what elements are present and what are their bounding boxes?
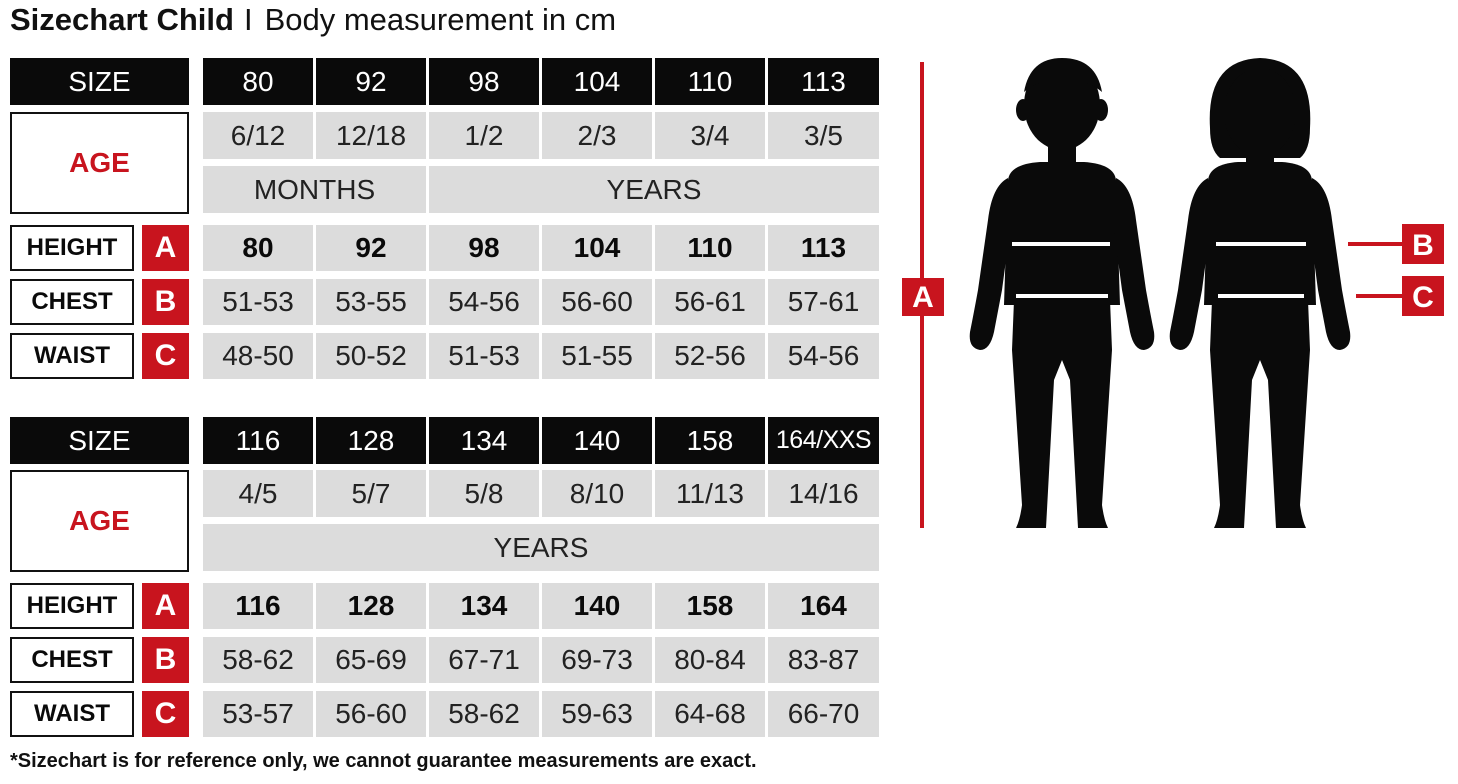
- waist-cell: 54-56: [768, 333, 879, 379]
- title-main: Sizechart Child: [10, 2, 234, 37]
- waist-cell: 50-52: [316, 333, 426, 379]
- chest-cell: 58-62: [203, 637, 313, 683]
- size-cell: 134: [429, 417, 539, 464]
- chest-marker-b: B: [1412, 229, 1434, 262]
- girl-silhouette-icon: [1169, 58, 1351, 528]
- age-cell: 1/2: [429, 112, 539, 159]
- chest-cell: 57-61: [768, 279, 879, 325]
- chest-marker-box: [1402, 224, 1444, 264]
- chest-cell: 51-53: [203, 279, 313, 325]
- age-cell: 5/8: [429, 470, 539, 517]
- age-cell: 2/3: [542, 112, 652, 159]
- size-cell: 140: [542, 417, 652, 464]
- waist-badge-c: C: [142, 691, 189, 737]
- body-measurement-figure: A B: [890, 50, 1458, 550]
- age-cell: 8/10: [542, 470, 652, 517]
- height-label: HEIGHT: [10, 583, 134, 629]
- age-label-box: AGE: [10, 112, 189, 214]
- size-cell: 98: [429, 58, 539, 105]
- waist-cell: 56-60: [316, 691, 426, 737]
- size-cell: 110: [655, 58, 765, 105]
- page-title: Sizechart Child I Body measurement in cm: [10, 2, 616, 38]
- size-cell: 158: [655, 417, 765, 464]
- size-header-label: SIZE: [10, 58, 189, 105]
- waist-cell: 53-57: [203, 691, 313, 737]
- age-unit-months: MONTHS: [203, 166, 426, 213]
- height-cell: 104: [542, 225, 652, 271]
- size-cell: 104: [542, 58, 652, 105]
- age-label-box: AGE: [10, 470, 189, 572]
- chest-cell: 56-60: [542, 279, 652, 325]
- height-cell: 110: [655, 225, 765, 271]
- title-separator: I: [243, 2, 253, 37]
- boy-silhouette-icon: [969, 58, 1155, 528]
- size-header-label: SIZE: [10, 417, 189, 464]
- waist-label: WAIST: [10, 333, 134, 379]
- title-subtitle: Body measurement in cm: [264, 2, 617, 37]
- chest-cell: 69-73: [542, 637, 652, 683]
- chest-cell: 67-71: [429, 637, 539, 683]
- chest-cell: 54-56: [429, 279, 539, 325]
- age-cell: 4/5: [203, 470, 313, 517]
- height-marker-a: A: [912, 281, 934, 314]
- height-label: HEIGHT: [10, 225, 134, 271]
- age-cell: 12/18: [316, 112, 426, 159]
- waist-marker-c: C: [1412, 281, 1434, 314]
- height-marker-box: [902, 278, 944, 316]
- size-cell: 80: [203, 58, 313, 105]
- height-cell: 140: [542, 583, 652, 629]
- chest-label: CHEST: [10, 637, 134, 683]
- waist-cell: 58-62: [429, 691, 539, 737]
- chest-cell: 65-69: [316, 637, 426, 683]
- size-cell: 164/XXS: [768, 417, 879, 464]
- waist-cell: 51-55: [542, 333, 652, 379]
- chest-cell: 56-61: [655, 279, 765, 325]
- chest-badge-b: B: [142, 637, 189, 683]
- age-cell: 3/4: [655, 112, 765, 159]
- height-cell: 98: [429, 225, 539, 271]
- waist-marker-box: [1402, 276, 1444, 316]
- age-unit-years: YEARS: [429, 166, 879, 213]
- waist-cell: 52-56: [655, 333, 765, 379]
- age-unit-years: YEARS: [203, 524, 879, 571]
- age-cell: 14/16: [768, 470, 879, 517]
- size-cell: 128: [316, 417, 426, 464]
- height-cell: 116: [203, 583, 313, 629]
- age-cell: 11/13: [655, 470, 765, 517]
- waist-badge-c: C: [142, 333, 189, 379]
- waist-label: WAIST: [10, 691, 134, 737]
- height-cell: 80: [203, 225, 313, 271]
- chest-cell: 80-84: [655, 637, 765, 683]
- age-cell: 3/5: [768, 112, 879, 159]
- disclaimer-footnote: *Sizechart is for reference only, we can…: [10, 750, 757, 772]
- height-badge-a: A: [142, 225, 189, 271]
- size-cell: 116: [203, 417, 313, 464]
- waist-cell: 51-53: [429, 333, 539, 379]
- waist-cell: 48-50: [203, 333, 313, 379]
- age-cell: 5/7: [316, 470, 426, 517]
- height-cell: 158: [655, 583, 765, 629]
- waist-cell: 64-68: [655, 691, 765, 737]
- size-cell: 92: [316, 58, 426, 105]
- waist-cell: 66-70: [768, 691, 879, 737]
- chest-cell: 83-87: [768, 637, 879, 683]
- height-cell: 164: [768, 583, 879, 629]
- chest-badge-b: B: [142, 279, 189, 325]
- height-cell: 128: [316, 583, 426, 629]
- chest-cell: 53-55: [316, 279, 426, 325]
- chest-label: CHEST: [10, 279, 134, 325]
- silhouette-illustration: A B: [902, 58, 1444, 528]
- height-badge-a: A: [142, 583, 189, 629]
- height-cell: 113: [768, 225, 879, 271]
- age-cell: 6/12: [203, 112, 313, 159]
- height-cell: 92: [316, 225, 426, 271]
- size-cell: 113: [768, 58, 879, 105]
- waist-cell: 59-63: [542, 691, 652, 737]
- height-cell: 134: [429, 583, 539, 629]
